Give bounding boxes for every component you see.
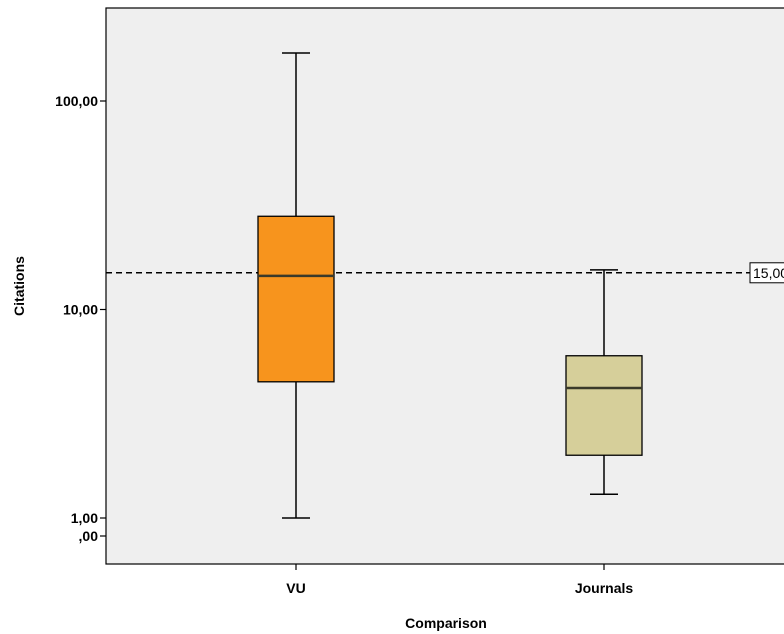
- plot-area: [105, 7, 784, 565]
- boxes: [257, 52, 643, 519]
- y-tick-label: 1,00: [71, 510, 98, 526]
- x-tick-label: Journals: [575, 580, 634, 596]
- y-tick-label: 10,00: [63, 302, 98, 318]
- y-tick-label: 100,00: [55, 93, 98, 109]
- iqr-box: [565, 355, 643, 456]
- x-axis-title: Comparison: [405, 615, 487, 631]
- iqr-box: [257, 215, 335, 383]
- x-axis: VU Journals: [286, 564, 633, 596]
- reference-line-label: 15,00: [753, 265, 784, 281]
- x-tick-label: VU: [286, 580, 305, 596]
- box-vu: [257, 52, 335, 519]
- reference-line-group: 15,00: [106, 262, 784, 284]
- reference-label-box: [749, 262, 784, 284]
- y-tick-label: ,00: [79, 528, 99, 544]
- box-journals: [565, 269, 643, 495]
- y-axis: 100,00 10,00 1,00 ,00: [55, 93, 106, 544]
- y-axis-title: Citations: [11, 256, 27, 316]
